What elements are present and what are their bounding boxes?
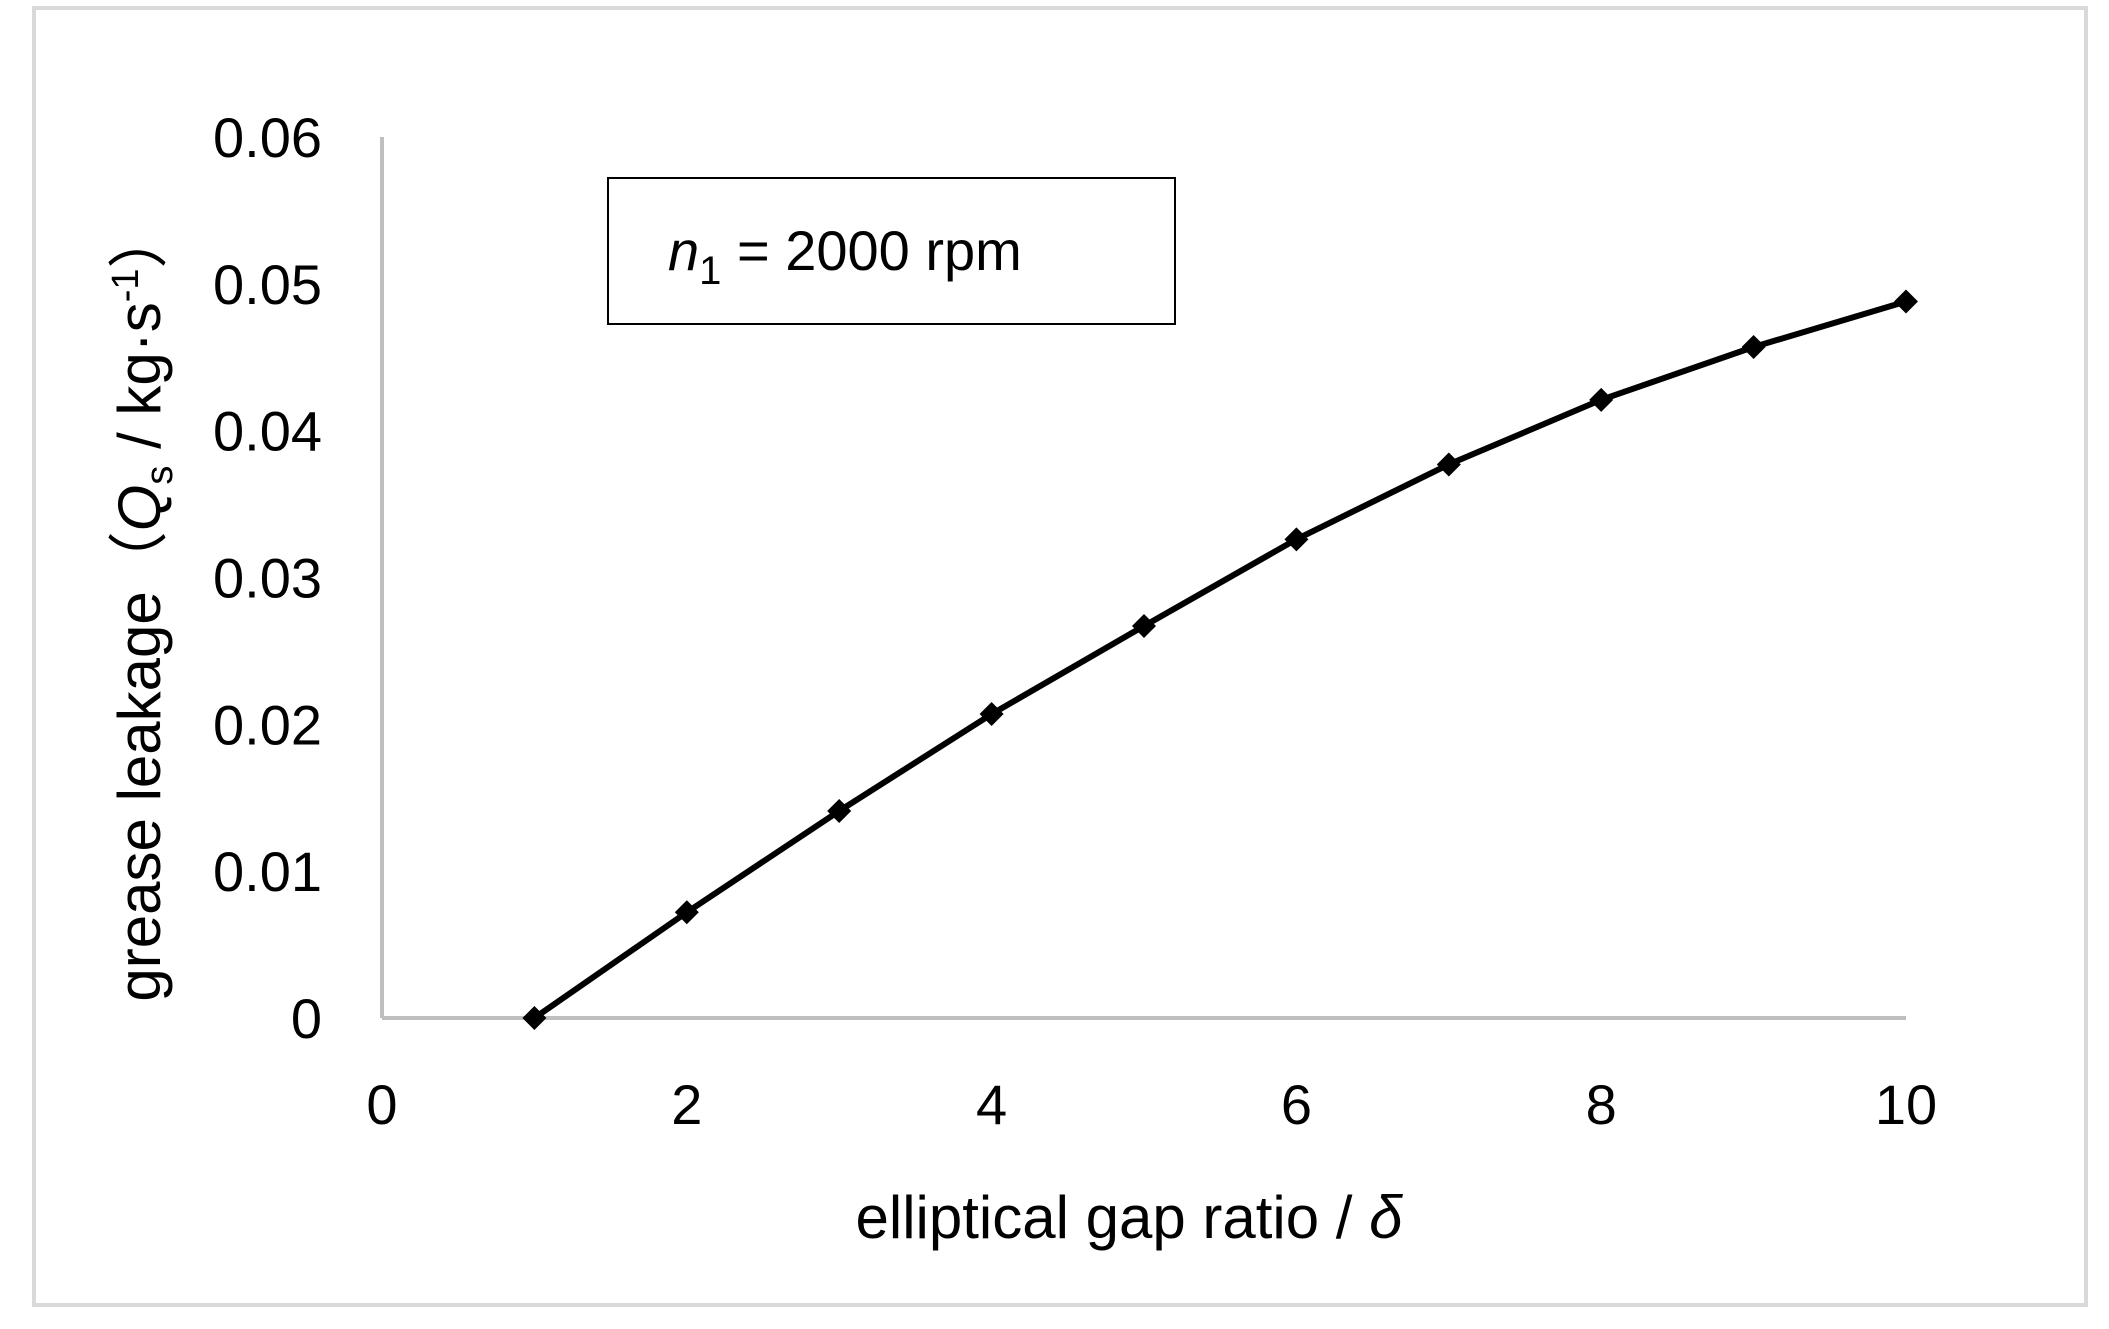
annotation-box: n1 = 2000 rpm [607, 177, 1176, 325]
y-axis-title-suffix: ） [106, 208, 173, 268]
x-axis-title-symbol: δ [1369, 1184, 1403, 1251]
y-axis-title-unit-sup: -1 [105, 268, 147, 302]
y-tick-label: 0.01 [213, 840, 322, 903]
y-tick-labels: 0 0.01 0.02 0.03 0.04 0.05 0.06 [213, 106, 322, 1050]
data-point-marker [1436, 452, 1461, 477]
x-tick-label: 4 [976, 1073, 1007, 1136]
y-tick-label: 0.03 [213, 547, 322, 610]
series-line [531, 298, 1909, 1021]
annotation-text: n1 = 2000 rpm [668, 219, 1022, 293]
y-axis-title-unit: / kg·s [106, 302, 173, 465]
annotation-symbol: n [668, 219, 699, 282]
y-axis-title-symbol: Q [106, 485, 173, 532]
data-point-marker [674, 900, 699, 925]
annotation-frame [607, 177, 1176, 325]
x-tick-label: 2 [671, 1073, 702, 1136]
y-axis-title-prefix: grease leakage（ [106, 531, 173, 1001]
x-axis-title: elliptical gap ratio / δ [856, 1184, 1404, 1251]
data-point-marker [522, 1006, 547, 1030]
y-axis-title-symbol-sub: s [139, 466, 181, 485]
data-point-marker [1284, 527, 1309, 552]
data-point-marker [979, 702, 1004, 727]
y-axis-title: grease leakage（Qs / kg·s-1） [105, 208, 181, 1001]
data-point-marker [1132, 613, 1156, 638]
y-tick-label: 0.06 [213, 106, 322, 169]
y-tick-label: 0.05 [213, 253, 322, 316]
x-tick-label: 6 [1281, 1073, 1312, 1136]
y-tick-label: 0.04 [213, 400, 322, 463]
x-axis-title-text: elliptical gap ratio / [856, 1184, 1370, 1251]
x-tick-label: 0 [366, 1073, 397, 1136]
data-point-marker [1894, 289, 1918, 314]
annotation-value: = 2000 rpm [721, 219, 1021, 282]
series-layer [522, 289, 1918, 1030]
x-tick-label: 10 [1875, 1073, 1937, 1136]
data-point-marker [827, 798, 852, 823]
y-tick-label: 0 [291, 987, 322, 1050]
x-tick-label: 8 [1586, 1073, 1617, 1136]
y-tick-label: 0.02 [213, 693, 322, 756]
annotation-symbol-sub: 1 [699, 249, 721, 293]
data-point-marker [1589, 387, 1614, 412]
x-tick-labels: 0 2 4 6 8 10 [366, 1073, 1937, 1136]
data-point-marker [1741, 334, 1766, 359]
